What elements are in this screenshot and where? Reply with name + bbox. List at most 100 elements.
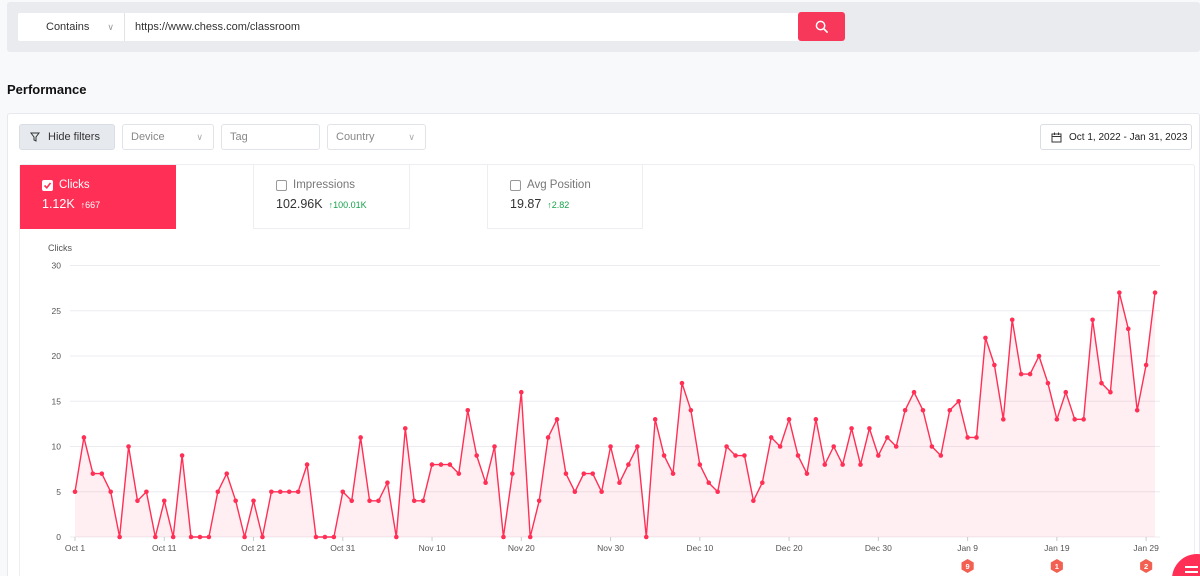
- data-point: [822, 462, 828, 467]
- data-point: [519, 389, 524, 395]
- hide-filters-label: Hide filters: [48, 131, 100, 143]
- data-point: [626, 462, 631, 467]
- data-point: [652, 417, 658, 422]
- date-range-button[interactable]: Oct 1, 2022 - Jan 31, 2023: [1040, 124, 1192, 150]
- data-point: [161, 498, 167, 504]
- data-point: [108, 489, 114, 495]
- performance-panel: Hide filters Device ∨ Tag Country ∨ Oct …: [7, 113, 1200, 576]
- data-point: [554, 417, 560, 422]
- data-point: [1117, 290, 1122, 295]
- url-input[interactable]: [125, 13, 807, 41]
- y-tick-label: 0: [56, 532, 61, 542]
- data-point: [572, 489, 578, 495]
- checkbox-checked-icon[interactable]: [42, 179, 53, 191]
- data-point: [420, 498, 426, 504]
- metric-label: Avg Position: [527, 179, 591, 191]
- data-point: [1009, 317, 1015, 323]
- metric-tab-clicks[interactable]: Clicks 1.12K ↑667: [20, 165, 176, 229]
- data-point: [385, 480, 390, 486]
- data-point: [1143, 362, 1149, 368]
- x-tick-label: Oct 21: [241, 543, 266, 553]
- data-point: [447, 462, 453, 467]
- data-point: [563, 471, 569, 476]
- data-point: [983, 335, 988, 341]
- chevron-down-icon: ∨: [196, 132, 203, 142]
- data-point: [545, 435, 551, 440]
- data-point: [1045, 380, 1051, 386]
- x-tick-label: Dec 20: [776, 543, 803, 553]
- x-tick-label: Oct 31: [330, 543, 355, 553]
- device-select[interactable]: Device ∨: [122, 124, 214, 150]
- x-tick-label: Oct 1: [65, 543, 86, 553]
- data-point: [197, 534, 203, 540]
- data-point: [876, 453, 881, 458]
- data-point: [1081, 417, 1086, 422]
- metric-value: 19.87: [510, 197, 542, 211]
- data-point: [581, 471, 587, 476]
- data-point: [367, 498, 372, 504]
- data-point: [215, 489, 221, 495]
- chart-card: Clicks 1.12K ↑667 Impressions 102.96K ↑1…: [19, 164, 1195, 576]
- data-point: [1054, 417, 1060, 422]
- data-point: [117, 534, 122, 540]
- calendar-icon: [1051, 132, 1062, 142]
- url-filter-bar: Contains ∨: [7, 2, 1200, 52]
- data-point: [858, 462, 863, 467]
- data-point: [670, 471, 676, 476]
- metric-delta: ↑2.82: [547, 200, 570, 210]
- data-point: [474, 453, 479, 458]
- metric-tab-avg-position[interactable]: Avg Position 19.87 ↑2.82: [487, 165, 643, 229]
- metric-delta: ↑667: [80, 200, 101, 210]
- data-point: [277, 489, 283, 495]
- data-point: [81, 435, 87, 440]
- filter-icon: [30, 132, 40, 142]
- data-point: [233, 498, 238, 504]
- data-point: [947, 408, 953, 413]
- y-tick-label: 15: [52, 396, 62, 406]
- checkbox-icon[interactable]: [510, 179, 521, 191]
- checkbox-icon[interactable]: [276, 179, 287, 191]
- data-point: [608, 444, 613, 449]
- metric-label: Clicks: [59, 179, 90, 191]
- data-point: [304, 462, 310, 467]
- data-point: [269, 489, 274, 495]
- data-point: [929, 444, 935, 449]
- data-point: [144, 489, 149, 495]
- data-point: [286, 489, 292, 495]
- tag-input[interactable]: Tag: [221, 124, 320, 150]
- data-point: [751, 498, 756, 504]
- data-point: [795, 453, 801, 458]
- data-point: [501, 534, 506, 540]
- match-type-select[interactable]: Contains ∨: [18, 13, 125, 41]
- data-point: [402, 426, 408, 431]
- y-tick-label: 20: [52, 351, 62, 361]
- country-select[interactable]: Country ∨: [327, 124, 426, 150]
- match-type-value: Contains: [46, 21, 90, 33]
- search-button[interactable]: [798, 12, 845, 41]
- data-point: [884, 435, 890, 440]
- metric-tab-impressions[interactable]: Impressions 102.96K ↑100.01K: [253, 165, 410, 229]
- x-tick-label: Dec 10: [686, 543, 713, 553]
- x-tick-label: Jan 19: [1044, 543, 1070, 553]
- y-tick-label: 10: [52, 442, 62, 452]
- data-point: [483, 480, 488, 486]
- data-point: [867, 426, 872, 431]
- data-point: [536, 498, 542, 504]
- hide-filters-button[interactable]: Hide filters: [19, 124, 115, 150]
- data-point: [777, 444, 783, 449]
- data-point: [804, 471, 810, 476]
- search-icon: [815, 20, 828, 33]
- data-point: [1072, 417, 1078, 422]
- x-tick-label: Dec 30: [865, 543, 892, 553]
- series-area: [75, 292, 1155, 537]
- annotation-label: 9: [966, 562, 970, 571]
- data-point: [527, 534, 533, 540]
- data-point: [1152, 290, 1158, 295]
- data-point: [679, 380, 685, 386]
- data-point: [188, 534, 194, 540]
- data-point: [590, 471, 596, 476]
- data-point: [1027, 371, 1033, 377]
- data-point: [295, 489, 301, 495]
- chevron-down-icon: ∨: [408, 132, 415, 142]
- data-point: [1063, 389, 1069, 395]
